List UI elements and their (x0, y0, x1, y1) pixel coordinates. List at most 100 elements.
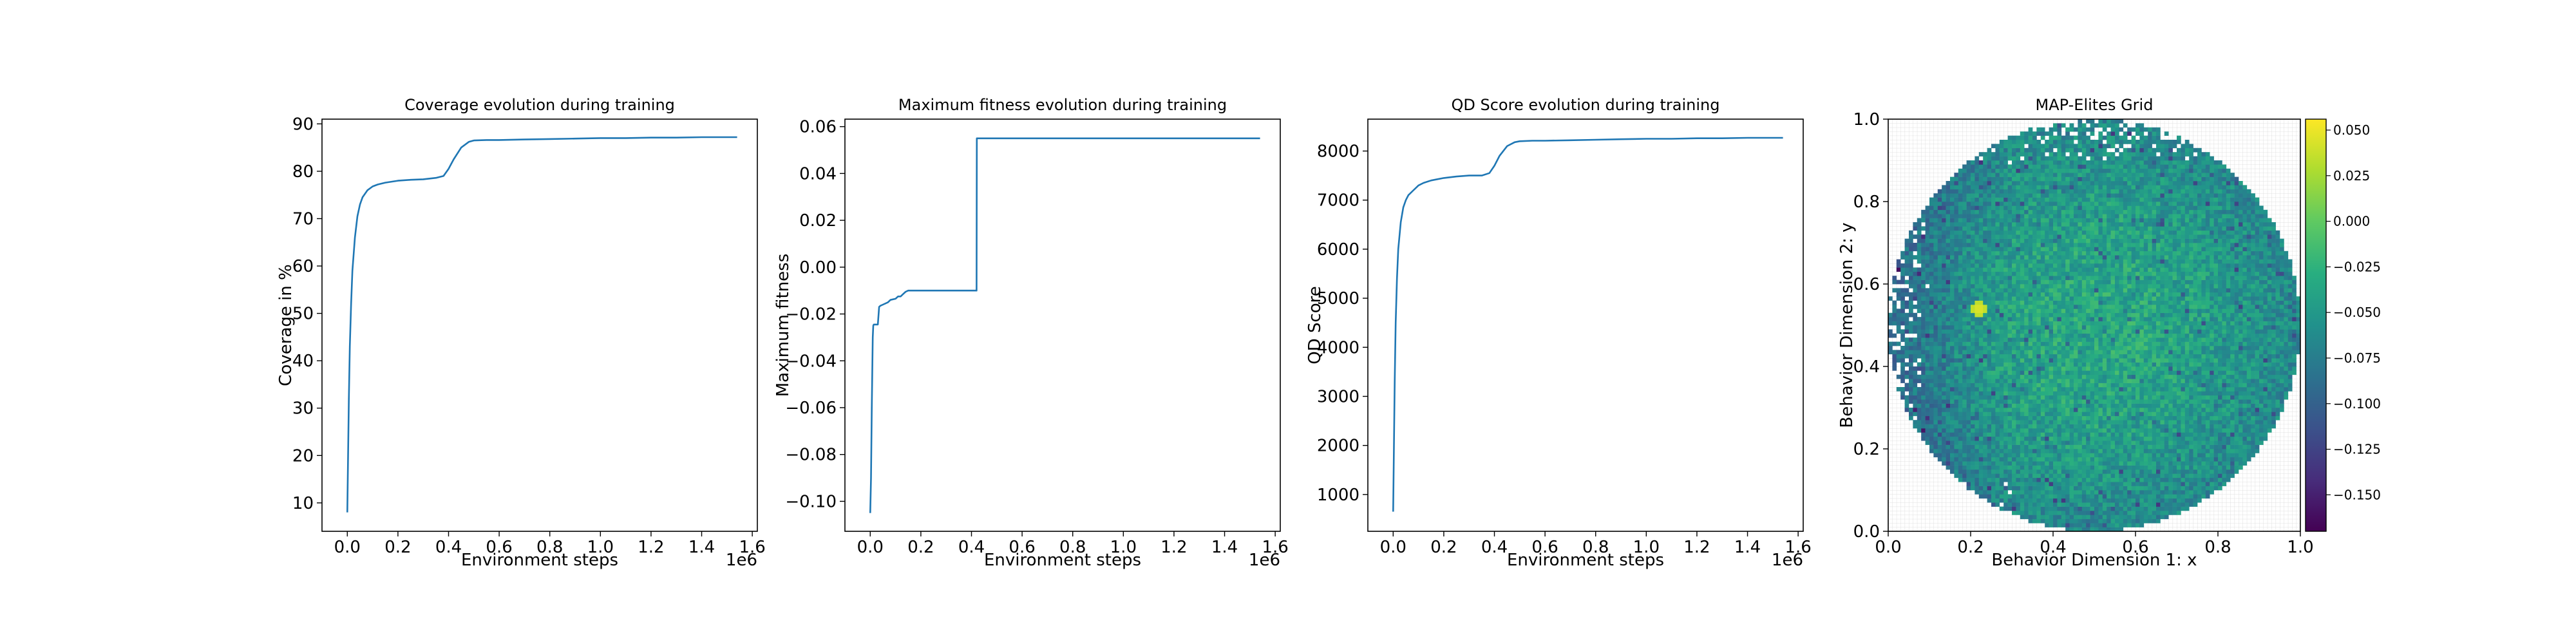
heatmap-cell (2049, 391, 2054, 396)
heatmap-cell (2148, 449, 2152, 453)
heatmap-cell (1978, 477, 1984, 482)
heatmap-cell (2160, 502, 2165, 507)
heatmap-cell (2181, 453, 2186, 458)
heatmap-cell (2119, 325, 2124, 330)
heatmap-cell (2127, 403, 2132, 408)
x-tick-label: 0.6 (486, 538, 512, 557)
heatmap-cell (1975, 436, 1980, 441)
heatmap-cell (1950, 457, 1955, 462)
heatmap-cell (2053, 395, 2058, 400)
heatmap-cell (2234, 341, 2239, 346)
heatmap-cell (1991, 374, 1996, 379)
heatmap-cell (2222, 358, 2227, 363)
heatmap-cell (1962, 440, 1967, 445)
heatmap-cell (1962, 395, 1967, 400)
heatmap-cell (2127, 415, 2132, 421)
heatmap-cell (2032, 477, 2037, 482)
heatmap-cell (2280, 300, 2284, 305)
heatmap-cell (2090, 453, 2095, 458)
heatmap-cell (2045, 415, 2049, 421)
heatmap-cell (2284, 374, 2289, 379)
heatmap-cell (2271, 305, 2276, 309)
heatmap-cell (2131, 518, 2136, 524)
heatmap-cell (1950, 399, 1955, 404)
heatmap-cell (2061, 498, 2066, 503)
heatmap-cell (2164, 428, 2169, 433)
heatmap-cell (2160, 296, 2165, 301)
heatmap-cell (2271, 358, 2276, 363)
heatmap-cell (2061, 424, 2066, 429)
heatmap-cell (2275, 412, 2280, 417)
heatmap-cell (2065, 482, 2070, 486)
heatmap-cell (2107, 415, 2111, 421)
heatmap-cell (2110, 477, 2116, 482)
heatmap-cell (2234, 321, 2239, 326)
heatmap-cell (1999, 473, 2004, 478)
heatmap-cell (2119, 412, 2124, 417)
heatmap-cell (2049, 395, 2054, 400)
heatmap-cell (1892, 305, 1897, 309)
heatmap-cell (2148, 465, 2152, 470)
heatmap-cell (2189, 473, 2193, 478)
heatmap-cell (1966, 325, 1971, 330)
heatmap-cell (2098, 366, 2103, 371)
heatmap-cell (1892, 288, 1897, 293)
heatmap-cell (1904, 292, 1909, 297)
heatmap-cell (2139, 387, 2145, 392)
heatmap-cell (2065, 395, 2070, 400)
heatmap-cell (2107, 453, 2111, 458)
heatmap-cell (2168, 420, 2173, 424)
heatmap-cell (2143, 391, 2148, 396)
heatmap-cell (2239, 346, 2243, 350)
heatmap-cell (1933, 312, 1938, 317)
heatmap-cell (2284, 387, 2289, 392)
heatmap-cell (1983, 420, 1987, 424)
heatmap-cell (2127, 370, 2132, 375)
heatmap-cell (2263, 329, 2268, 334)
heatmap-cell (2213, 399, 2219, 404)
heatmap-cell (2210, 337, 2214, 342)
heatmap-cell (1966, 424, 1971, 429)
heatmap-cell (2139, 383, 2145, 388)
heatmap-cell (1942, 387, 1946, 392)
heatmap-cell (2003, 337, 2008, 342)
heatmap-cell (2230, 428, 2235, 433)
heatmap-cell (2271, 325, 2276, 330)
heatmap-cell (2016, 305, 2021, 309)
heatmap-cell (2119, 387, 2124, 392)
heatmap-cell (2024, 300, 2029, 305)
heatmap-cell (2074, 370, 2078, 375)
heatmap-cell (2267, 308, 2272, 314)
heatmap-cell (2177, 321, 2181, 326)
heatmap-cell (2061, 412, 2066, 417)
heatmap-cell (2065, 461, 2070, 466)
heatmap-cell (2251, 296, 2255, 301)
heatmap-cell (1950, 391, 1955, 396)
heatmap-cell (2177, 395, 2181, 400)
heatmap-cell (2213, 333, 2219, 338)
heatmap-cell (2053, 346, 2058, 350)
heatmap-cell (2259, 420, 2264, 424)
heatmap-cell (2065, 358, 2070, 363)
heatmap-cell (2246, 387, 2251, 392)
heatmap-cell (2177, 424, 2181, 429)
heatmap-cell (1978, 482, 1984, 486)
heatmap-cell (2239, 465, 2243, 470)
heatmap-cell (1937, 308, 1942, 314)
heatmap-cell (2230, 358, 2235, 363)
x-axis: 0.0 0.2 0.4 0.6 0.8 1.0 1.2 1.4 1.6 (1380, 531, 1812, 557)
heatmap-cell (1946, 321, 1951, 326)
heatmap-cell (2081, 420, 2087, 424)
heatmap-cell (2090, 498, 2095, 503)
heatmap-cell (2012, 391, 2016, 396)
heatmap-cell (1921, 436, 1926, 441)
heatmap-cell (2115, 354, 2119, 359)
heatmap-cell (2065, 436, 2070, 441)
heatmap-cell (2094, 317, 2099, 321)
heatmap-cell (2012, 383, 2016, 388)
heatmap-cell (1987, 498, 1992, 503)
heatmap-cell (2007, 325, 2012, 330)
heatmap-cell (2234, 300, 2239, 305)
heatmap-cell (1971, 432, 1975, 437)
heatmap-cell (2102, 494, 2107, 499)
